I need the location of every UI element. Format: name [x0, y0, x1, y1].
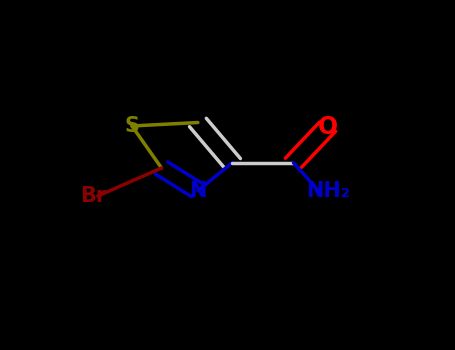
Text: Br: Br: [80, 186, 106, 206]
Text: S: S: [125, 116, 139, 136]
Text: NH₂: NH₂: [306, 181, 349, 201]
Text: O: O: [318, 115, 338, 139]
Text: N: N: [189, 181, 207, 201]
